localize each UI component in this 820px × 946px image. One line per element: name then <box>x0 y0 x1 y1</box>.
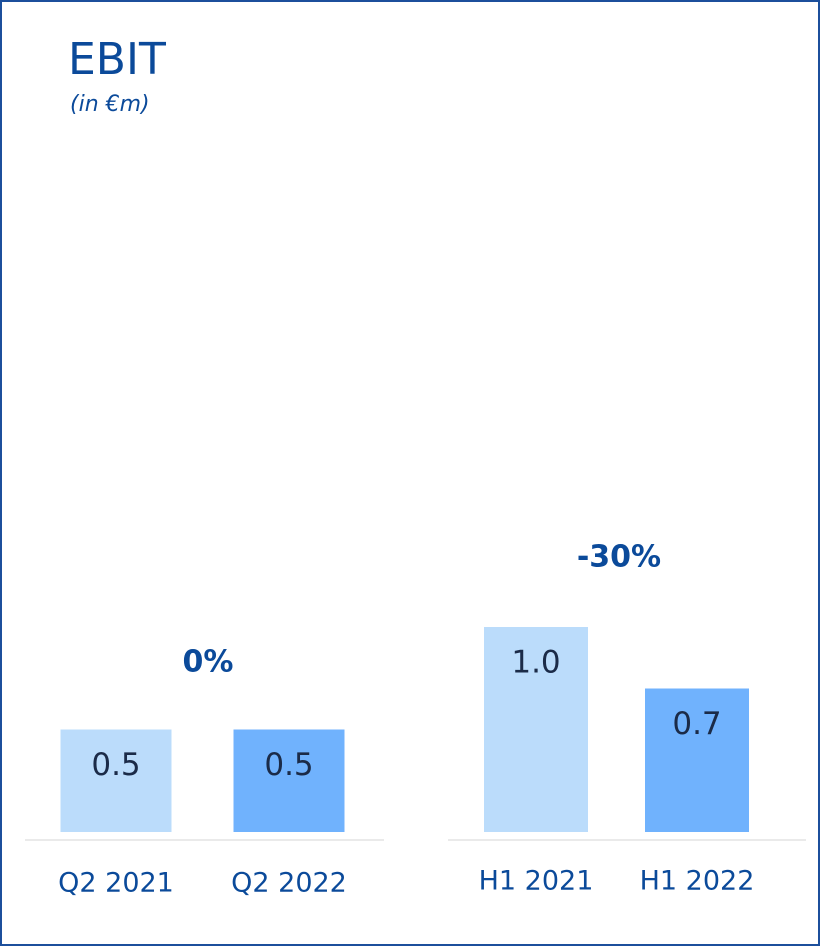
bar <box>484 627 588 832</box>
x-tick-label: Q2 2022 <box>231 868 347 899</box>
value-label: 0.7 <box>672 706 721 742</box>
chart-title: EBIT <box>68 34 166 85</box>
x-tick-label: Q2 2021 <box>58 868 174 899</box>
bar <box>645 688 749 832</box>
value-label: 0.5 <box>91 747 140 783</box>
bar <box>233 729 345 832</box>
x-tick-label: H1 2021 <box>479 866 594 897</box>
x-tick-label: H1 2022 <box>640 866 755 897</box>
change-annotation: 0% <box>183 645 234 680</box>
change-annotation: -30% <box>577 540 661 575</box>
value-label: 0.5 <box>264 747 313 783</box>
chart-subtitle: (in €m) <box>70 92 150 117</box>
value-label: 1.0 <box>511 645 560 681</box>
bar <box>60 729 172 832</box>
